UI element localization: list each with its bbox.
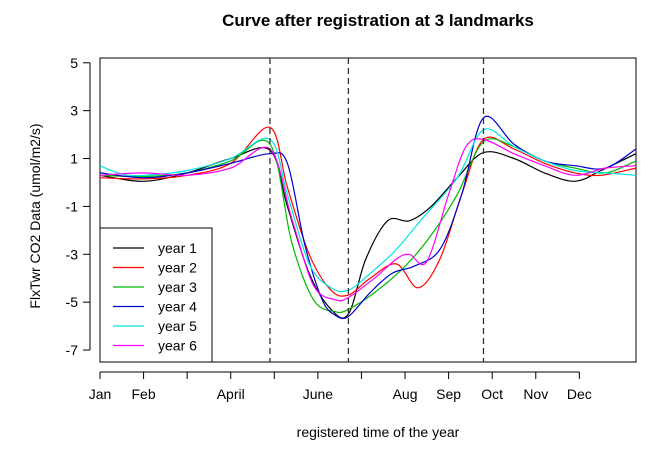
x-tick-label: Nov [523,386,548,402]
x-axis: Jan Feb April June Aug Sep Oct Nov Dec [89,371,592,402]
legend-label: year 3 [158,279,197,295]
legend-label: year 4 [158,299,197,315]
x-tick-label: Oct [481,386,503,402]
y-axis: 5 3 1 -1 -3 -5 -7 [66,55,91,358]
x-tick-label: Sep [436,386,461,402]
series-group [100,115,636,320]
y-tick-label: 5 [70,55,78,71]
y-tick-label: -3 [66,246,79,262]
series-line-year-5 [100,128,636,293]
y-tick-label: -1 [66,198,79,214]
legend-label: year 1 [158,240,197,256]
plot-frame [99,57,637,363]
y-tick-label: 1 [70,151,78,167]
landmark-lines [269,58,485,362]
legend-label: year 5 [158,318,197,334]
y-tick-label: -5 [66,294,79,310]
x-tick-label: Aug [393,386,418,402]
series-line-year-2 [100,126,636,297]
y-tick-label: -7 [66,342,79,358]
legend-label: year 2 [158,260,197,276]
x-tick-label: Dec [567,386,592,402]
y-axis-label: FlxTwr CO2 Data (umol/m2/s) [27,123,43,308]
y-tick-label: 3 [70,103,78,119]
legend-label: year 6 [158,338,197,354]
x-tick-label: June [303,386,334,402]
x-tick-label: April [217,386,245,402]
x-tick-label: Feb [132,386,156,402]
legend-box [99,227,213,363]
chart-title: Curve after registration at 3 landmarks [222,11,534,30]
series-line-year-6 [100,138,636,302]
legend: year 1 year 2 year 3 year 4 year 5 year 6 [99,227,213,363]
x-tick-label: Jan [89,386,112,402]
x-axis-label: registered time of the year [297,424,460,440]
